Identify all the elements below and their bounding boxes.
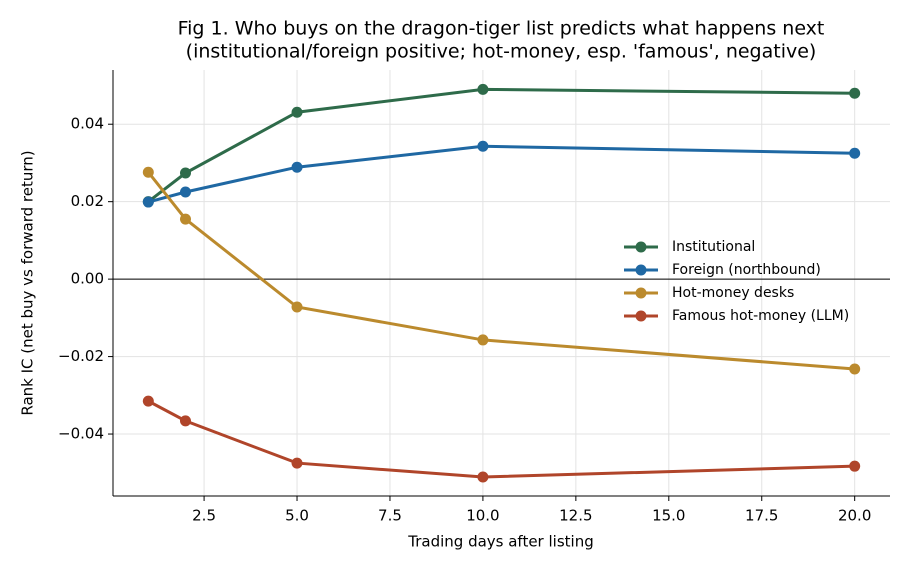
data-point — [849, 87, 861, 99]
legend-text: Hot-money desks — [672, 285, 794, 301]
data-point — [477, 83, 489, 95]
x-tick-label: 7.5 — [378, 507, 402, 525]
legend-text: Foreign (northbound) — [672, 262, 821, 278]
data-point — [179, 213, 191, 225]
x-tick-label: 5.0 — [285, 507, 309, 525]
data-point — [291, 161, 303, 173]
legend-marker — [635, 264, 647, 276]
y-tick-label: −0.04 — [58, 425, 104, 443]
chart-subtitle: (institutional/foreign positive; hot-mon… — [186, 41, 817, 63]
legend-marker — [635, 241, 647, 253]
data-point — [179, 186, 191, 198]
series-line — [147, 399, 855, 479]
x-tick-label: 15.0 — [652, 507, 685, 525]
data-point — [142, 166, 154, 178]
x-tick-label: 10.0 — [466, 507, 499, 525]
chart-title: Fig 1. Who buys on the dragon-tiger list… — [178, 18, 825, 40]
data-point — [142, 196, 154, 208]
legend-marker — [635, 310, 647, 322]
data-point — [142, 395, 154, 407]
data-point — [291, 457, 303, 469]
y-tick-label: −0.02 — [58, 347, 104, 365]
data-point — [849, 460, 861, 472]
x-tick-label: 17.5 — [745, 507, 778, 525]
data-point — [179, 415, 191, 427]
data-point — [179, 167, 191, 179]
data-point — [849, 363, 861, 375]
x-axis-label: Trading days after listing — [407, 533, 593, 551]
data-point — [291, 301, 303, 313]
legend-text: Famous hot-money (LLM) — [672, 308, 849, 324]
data-point — [477, 334, 489, 346]
y-tick-label: 0.02 — [71, 192, 104, 210]
legend-text: Institutional — [672, 239, 755, 255]
y-tick-label: 0.04 — [71, 115, 104, 133]
series-line — [147, 144, 855, 204]
legend-marker — [635, 287, 647, 299]
x-tick-label: 2.5 — [192, 507, 216, 525]
y-axis-label: Rank IC (net buy vs forward return) — [19, 150, 37, 415]
y-tick-label: 0.00 — [71, 270, 104, 288]
data-point — [477, 140, 489, 152]
x-tick-label: 20.0 — [838, 507, 871, 525]
data-point — [477, 471, 489, 483]
data-point — [291, 106, 303, 118]
x-tick-label: 12.5 — [559, 507, 592, 525]
data-point — [849, 147, 861, 159]
